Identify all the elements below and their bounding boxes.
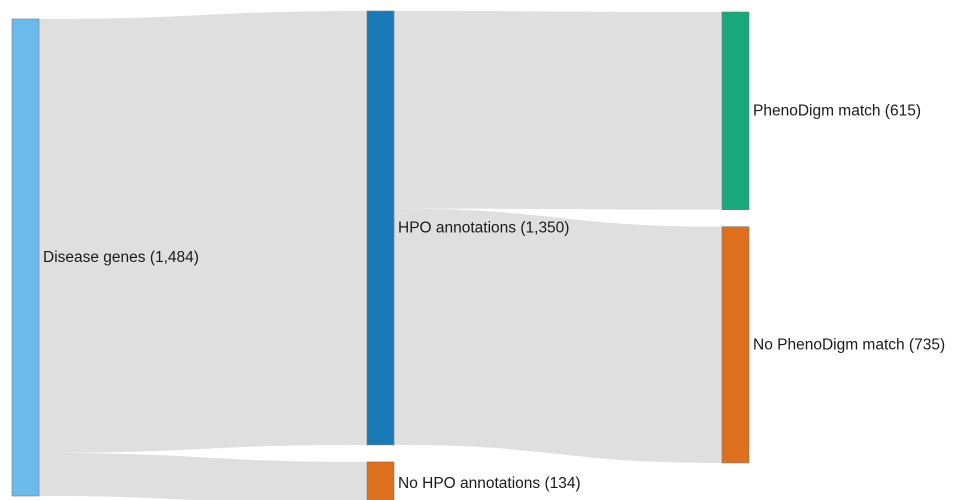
link-hpo_annotations-to-phenodigm_match [394,11,722,210]
node-label-no-hpo-annotations: No HPO annotations (134) [398,475,581,492]
link-hpo_annotations-to-no_phenodigm_match [394,208,722,463]
nodes-layer [11,10,750,500]
node-hpo-annotations [366,10,395,446]
node-label-disease-genes: Disease genes (1,484) [43,249,199,266]
node-no-phenodigm-match [721,226,750,464]
links-layer [39,11,722,500]
node-disease-genes [11,18,40,497]
link-disease_genes-to-no_hpo_annotations [39,452,367,500]
node-no-hpo-annotations [366,461,395,500]
node-label-phenodigm-match: PhenoDigm match (615) [753,102,921,119]
labels-layer: Disease genes (1,484) HPO annotations (1,… [43,102,945,492]
node-label-hpo-annotations: HPO annotations (1,350) [398,219,569,236]
node-phenodigm-match [721,11,750,210]
node-label-no-phenodigm-match: No PhenoDigm match (735) [753,336,945,353]
link-disease_genes-to-hpo_annotations [39,11,367,453]
